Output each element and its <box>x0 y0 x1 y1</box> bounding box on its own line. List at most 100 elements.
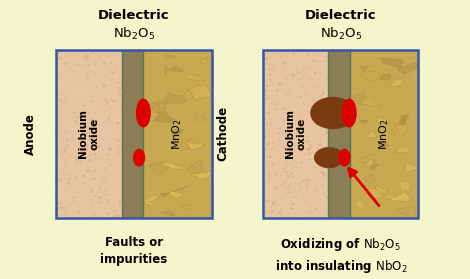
Ellipse shape <box>293 209 294 210</box>
Ellipse shape <box>303 67 305 68</box>
Ellipse shape <box>59 122 60 124</box>
Ellipse shape <box>81 186 83 188</box>
Ellipse shape <box>274 108 277 110</box>
Ellipse shape <box>63 163 65 164</box>
Ellipse shape <box>285 93 287 95</box>
Ellipse shape <box>99 171 101 173</box>
Ellipse shape <box>109 159 110 160</box>
Ellipse shape <box>57 111 61 113</box>
Ellipse shape <box>116 153 119 155</box>
Polygon shape <box>183 89 193 100</box>
Ellipse shape <box>279 82 282 85</box>
Ellipse shape <box>69 109 70 110</box>
Ellipse shape <box>81 175 84 177</box>
Ellipse shape <box>59 57 62 59</box>
Ellipse shape <box>58 204 60 205</box>
Ellipse shape <box>296 162 297 163</box>
Ellipse shape <box>342 98 357 128</box>
Ellipse shape <box>301 71 304 73</box>
Ellipse shape <box>105 76 108 78</box>
Ellipse shape <box>304 141 305 142</box>
Ellipse shape <box>75 50 78 53</box>
Ellipse shape <box>97 100 98 101</box>
Ellipse shape <box>69 177 72 179</box>
Ellipse shape <box>56 217 58 218</box>
Ellipse shape <box>264 212 267 214</box>
Ellipse shape <box>109 148 111 150</box>
Ellipse shape <box>263 129 264 130</box>
Ellipse shape <box>265 90 267 92</box>
Ellipse shape <box>290 207 293 210</box>
Ellipse shape <box>273 199 275 201</box>
Ellipse shape <box>301 84 305 87</box>
Ellipse shape <box>55 129 58 132</box>
Ellipse shape <box>70 155 73 157</box>
Text: Oxidizing of $\mathrm{Nb_2O_5}$
into insulating $\mathrm{NbO_2}$: Oxidizing of $\mathrm{Nb_2O_5}$ into ins… <box>274 236 407 275</box>
Ellipse shape <box>265 98 267 100</box>
Ellipse shape <box>116 171 117 172</box>
Ellipse shape <box>84 82 85 83</box>
Ellipse shape <box>323 194 325 195</box>
Ellipse shape <box>116 122 119 125</box>
Ellipse shape <box>74 175 77 177</box>
Ellipse shape <box>71 137 73 139</box>
Ellipse shape <box>106 103 109 105</box>
Ellipse shape <box>319 107 321 108</box>
Ellipse shape <box>320 138 322 140</box>
Ellipse shape <box>104 63 105 64</box>
Ellipse shape <box>269 137 271 138</box>
Ellipse shape <box>312 194 313 195</box>
Ellipse shape <box>305 170 306 171</box>
Ellipse shape <box>300 186 301 187</box>
Ellipse shape <box>107 73 108 74</box>
Ellipse shape <box>287 148 290 150</box>
Ellipse shape <box>289 88 290 90</box>
Polygon shape <box>180 204 194 210</box>
Ellipse shape <box>271 148 273 150</box>
Ellipse shape <box>321 171 323 174</box>
Ellipse shape <box>281 183 284 186</box>
Ellipse shape <box>286 109 287 110</box>
Ellipse shape <box>300 214 301 215</box>
Ellipse shape <box>67 83 68 85</box>
Ellipse shape <box>97 158 98 159</box>
Ellipse shape <box>303 71 306 72</box>
Ellipse shape <box>268 130 269 131</box>
Ellipse shape <box>56 210 58 212</box>
Ellipse shape <box>269 156 272 158</box>
Ellipse shape <box>111 100 115 102</box>
Ellipse shape <box>69 153 70 154</box>
Ellipse shape <box>267 86 269 87</box>
Ellipse shape <box>263 81 266 83</box>
Bar <box>263 50 418 218</box>
Ellipse shape <box>326 103 329 106</box>
Polygon shape <box>149 161 170 175</box>
Ellipse shape <box>282 172 283 173</box>
Polygon shape <box>200 57 207 65</box>
Ellipse shape <box>287 177 289 178</box>
Polygon shape <box>180 142 191 151</box>
Ellipse shape <box>276 98 277 99</box>
Ellipse shape <box>102 62 104 63</box>
Ellipse shape <box>84 115 87 117</box>
Ellipse shape <box>322 92 325 94</box>
Ellipse shape <box>104 189 107 191</box>
Ellipse shape <box>113 175 116 177</box>
Ellipse shape <box>299 188 303 190</box>
Ellipse shape <box>313 86 316 89</box>
Ellipse shape <box>120 50 123 53</box>
Ellipse shape <box>86 74 89 77</box>
Ellipse shape <box>293 196 296 198</box>
Ellipse shape <box>111 100 113 101</box>
Ellipse shape <box>78 97 81 99</box>
Ellipse shape <box>86 54 89 56</box>
Ellipse shape <box>86 156 87 157</box>
Ellipse shape <box>309 77 311 79</box>
Ellipse shape <box>278 102 280 103</box>
Ellipse shape <box>325 131 328 134</box>
Ellipse shape <box>325 77 327 79</box>
Ellipse shape <box>65 64 68 66</box>
Ellipse shape <box>101 137 103 138</box>
Polygon shape <box>399 120 406 126</box>
Ellipse shape <box>89 65 92 67</box>
